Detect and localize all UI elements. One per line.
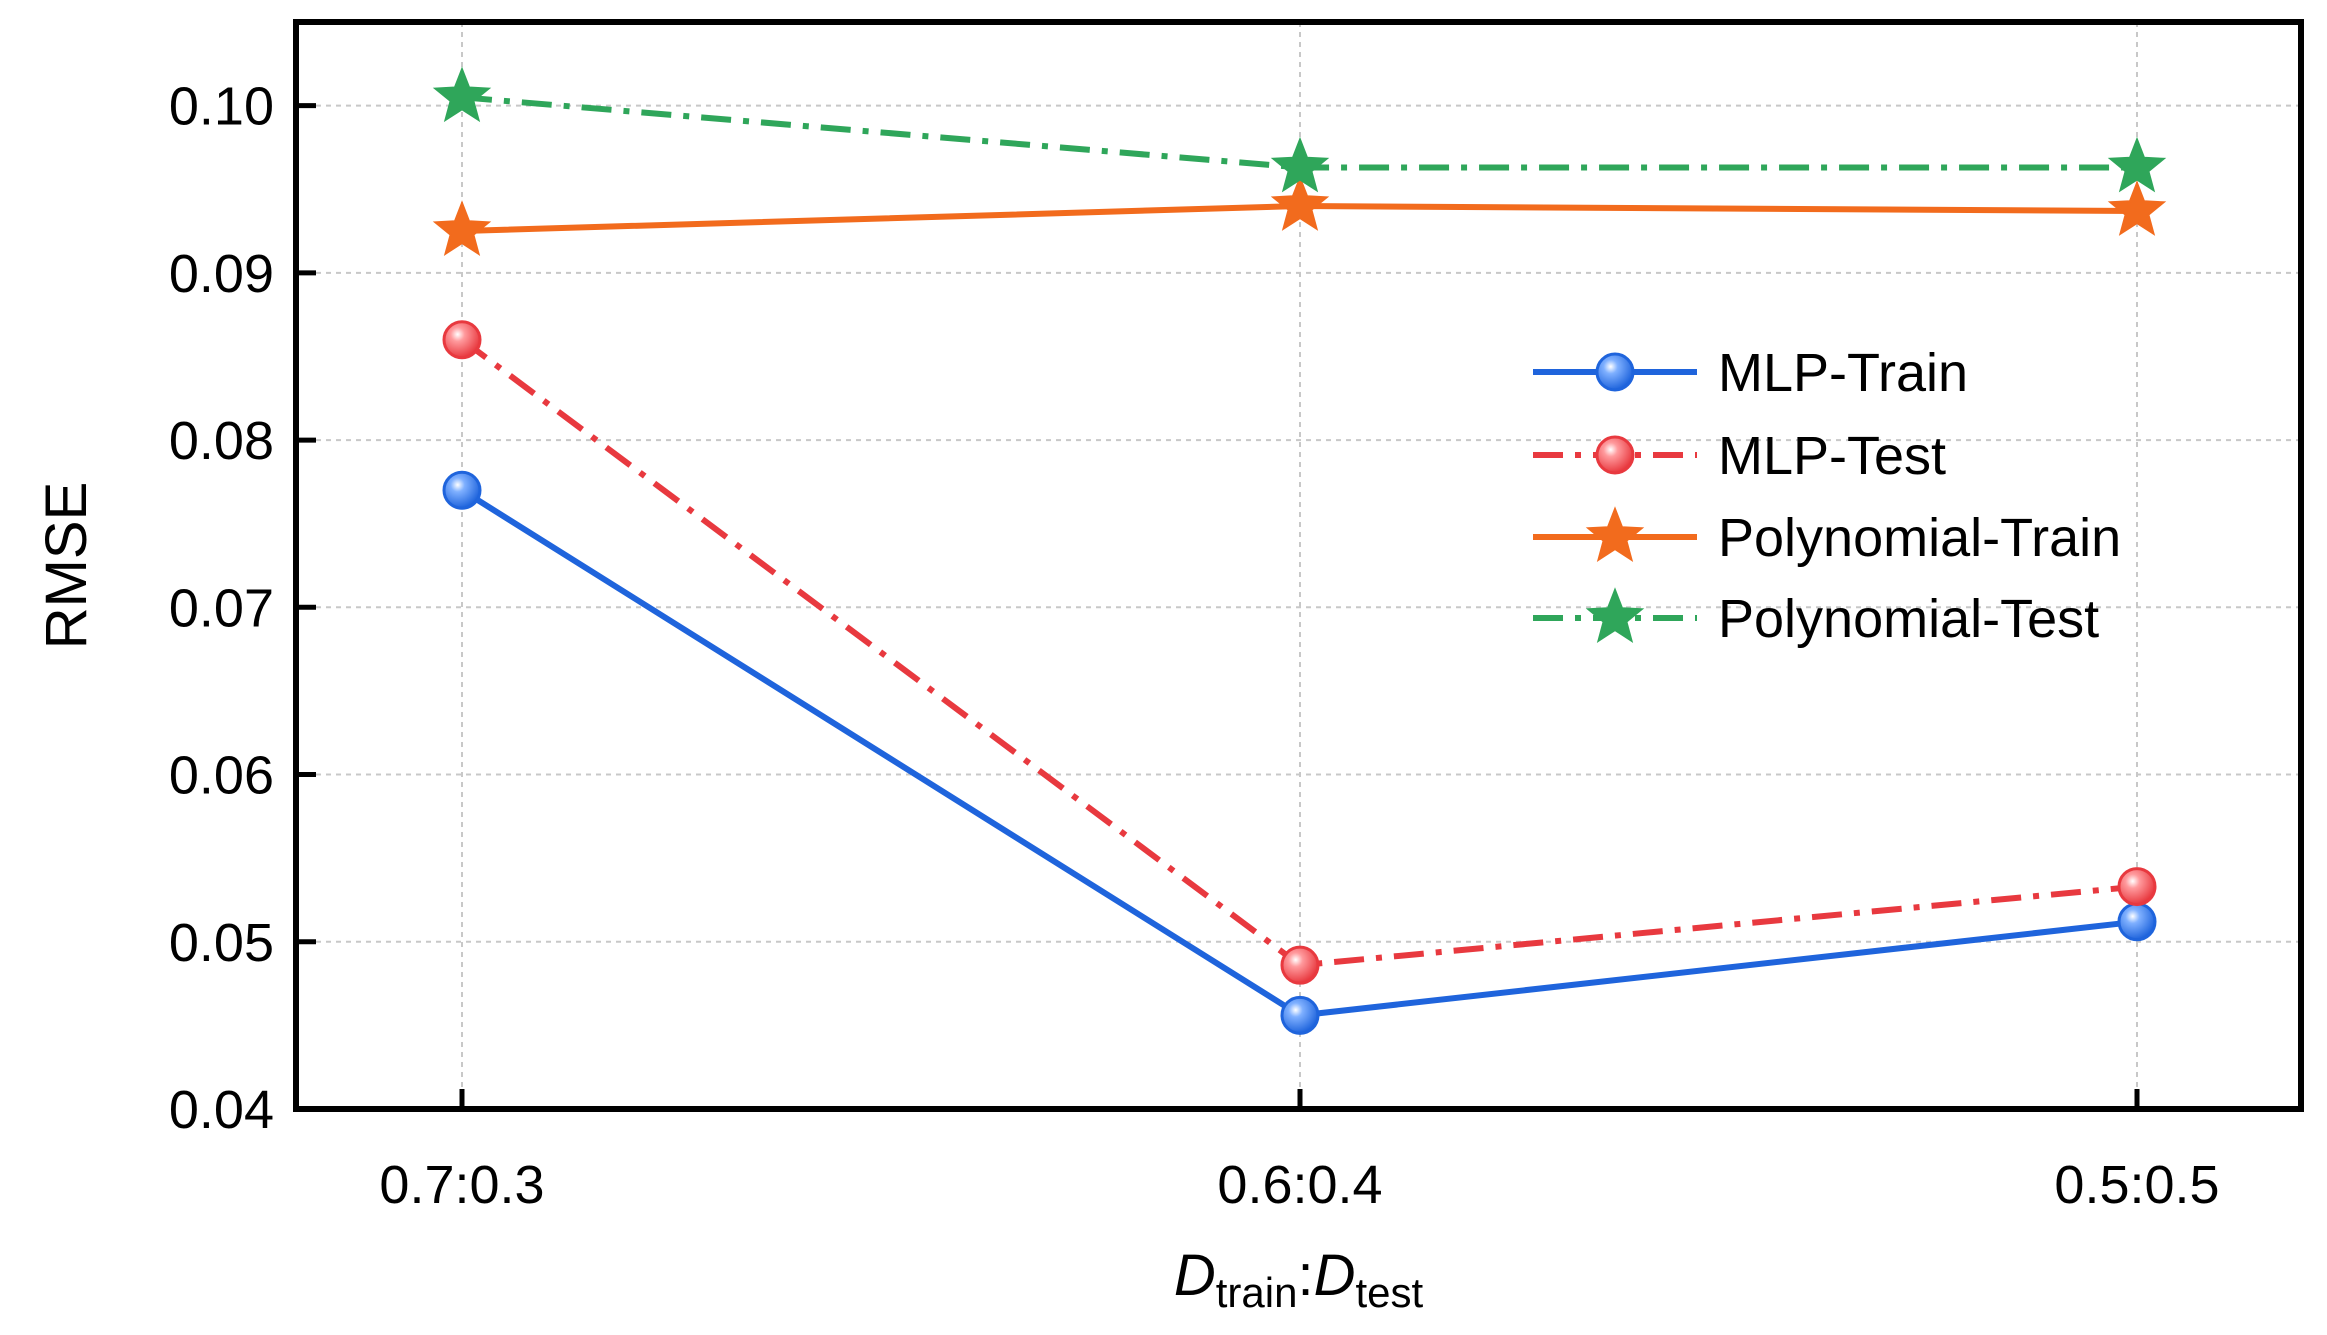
x-tick-label-2: 0.5:0.5: [2054, 1155, 2219, 1215]
x-title-main-left: D: [1174, 1243, 1216, 1308]
legend-marker-2: [1585, 506, 1645, 562]
y-tick-label-0: 0.04: [169, 1080, 274, 1140]
y-axis-title: RMSE: [34, 482, 99, 650]
legend-label-1: MLP-Test: [1718, 426, 1946, 486]
series-2-point-2: [2107, 180, 2167, 236]
x-axis-title: Dtrain:Dtest: [1174, 1243, 1424, 1316]
series-0-point-2: [2117, 902, 2157, 942]
x-title-main-right: D: [1314, 1243, 1356, 1308]
legend: MLP-Train MLP-Test Polynomial-Train Polynom…: [1533, 343, 2121, 649]
y-tick-label-6: 0.10: [169, 77, 274, 137]
series-0-point-1: [1280, 995, 1320, 1035]
series-0-point-0: [442, 470, 482, 510]
series-2-point-0: [432, 200, 492, 256]
y-tick-label-5: 0.09: [169, 244, 274, 304]
x-title-sub-left: train: [1216, 1269, 1298, 1316]
series-2-point-1: [1270, 175, 1330, 231]
y-tick-label-3: 0.07: [169, 578, 274, 638]
series-1-point-1: [1280, 945, 1320, 985]
legend-marker-3: [1585, 587, 1645, 643]
series-1-point-2: [2117, 867, 2157, 907]
y-tick-label-2: 0.06: [169, 746, 274, 806]
x-title-separator: :: [1297, 1243, 1313, 1308]
legend-label-0: MLP-Train: [1718, 343, 1968, 403]
axis-layer: 0.04 0.05 0.06 0.07 0.08 0.09 0.10 0.7:0.3 0.6:0…: [169, 77, 2220, 1215]
y-tick-label-4: 0.08: [169, 411, 274, 471]
legend-label-2: Polynomial-Train: [1718, 508, 2121, 568]
legend-marker-1: [1595, 435, 1635, 475]
series-3-point-2: [2107, 136, 2167, 193]
x-title-sub-right: test: [1355, 1269, 1423, 1316]
series-1-point-0: [442, 320, 482, 360]
series-layer: [432, 66, 2167, 1035]
legend-marker-0: [1595, 352, 1635, 392]
legend-label-3: Polynomial-Test: [1718, 589, 2099, 649]
series-3-point-0: [432, 66, 492, 123]
x-tick-label-0: 0.7:0.3: [379, 1155, 544, 1215]
y-tick-label-1: 0.05: [169, 913, 274, 973]
series-3-point-1: [1270, 136, 1330, 193]
x-tick-label-1: 0.6:0.4: [1217, 1155, 1382, 1215]
